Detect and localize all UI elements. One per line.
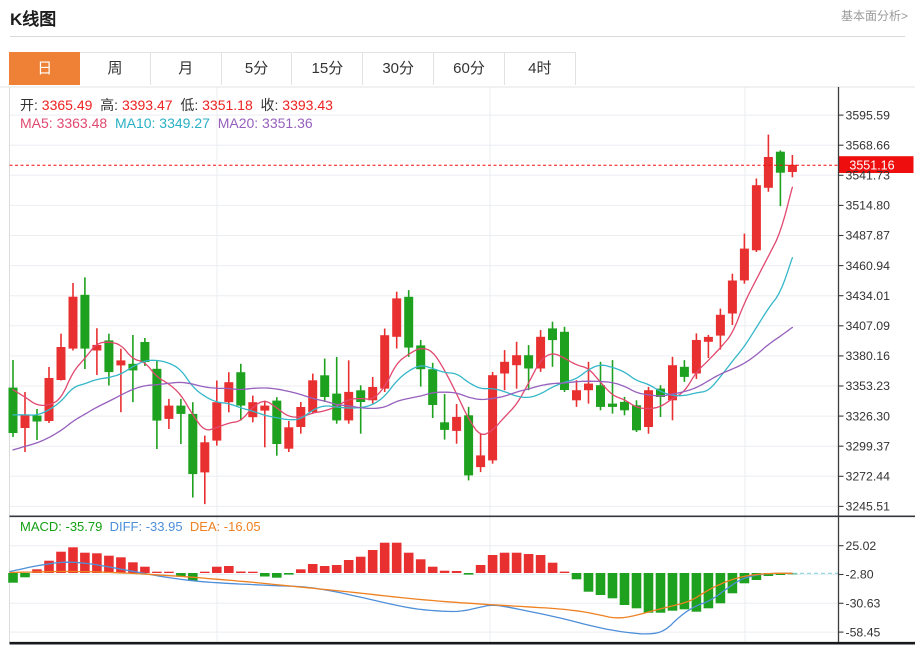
svg-text:3380.16: 3380.16 bbox=[846, 349, 891, 363]
svg-text:-30.63: -30.63 bbox=[846, 597, 881, 611]
svg-text:3568.66: 3568.66 bbox=[846, 138, 891, 152]
svg-text:25.02: 25.02 bbox=[846, 539, 877, 553]
svg-text:3551.16: 3551.16 bbox=[849, 158, 894, 172]
svg-text:3434.01: 3434.01 bbox=[846, 289, 891, 303]
svg-text:-2.80: -2.80 bbox=[846, 568, 874, 582]
svg-text:3326.30: 3326.30 bbox=[846, 409, 891, 423]
svg-text:3595.59: 3595.59 bbox=[846, 108, 891, 122]
svg-text:3272.44: 3272.44 bbox=[846, 470, 891, 484]
svg-text:-58.45: -58.45 bbox=[846, 625, 881, 639]
svg-text:3245.51: 3245.51 bbox=[846, 500, 891, 514]
svg-text:3514.80: 3514.80 bbox=[846, 199, 891, 213]
svg-text:3487.87: 3487.87 bbox=[846, 229, 891, 243]
svg-text:3353.23: 3353.23 bbox=[846, 379, 891, 393]
svg-text:3460.94: 3460.94 bbox=[846, 259, 891, 273]
svg-text:3299.37: 3299.37 bbox=[846, 439, 891, 453]
svg-text:3541.73: 3541.73 bbox=[846, 169, 891, 183]
svg-text:3407.09: 3407.09 bbox=[846, 319, 891, 333]
